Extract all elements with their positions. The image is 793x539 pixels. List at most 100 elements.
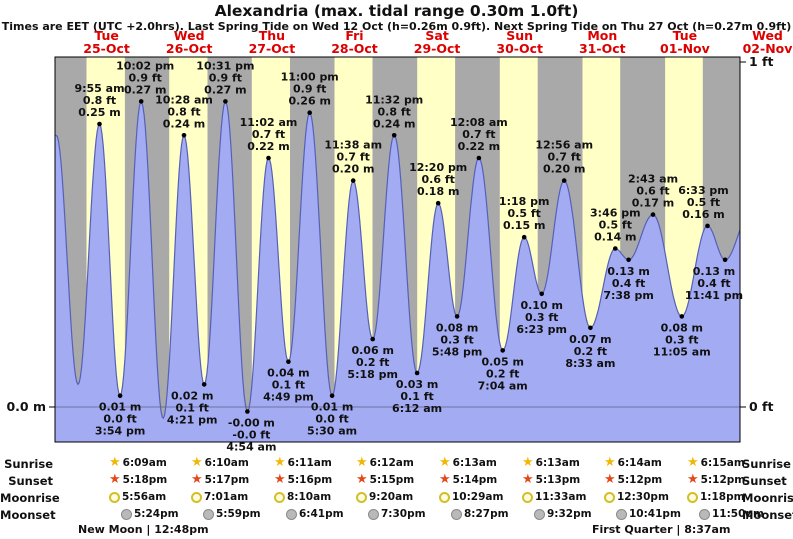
day-label: Tue 25-Oct [83,28,130,56]
sunrise-icon: ★ [439,455,451,470]
extreme-label: 0.10 m 0.3 ft 6:23 pm [516,299,567,336]
sunrise-time: 6:13am [535,457,580,469]
extreme-label: 11:38 am 0.7 ft 0.20 m [324,139,382,176]
extreme-label: 0.01 m 0.0 ft 3:54 pm [95,401,146,438]
moonset-icon [368,508,379,520]
moonset-cell: 8:27pm [451,508,509,520]
extreme-label: 0.05 m 0.2 ft 7:04 am [478,355,528,392]
extreme-marker [201,382,207,387]
moonrise-icon [274,491,285,503]
sunrise-icon: ★ [687,455,699,470]
moonrise-icon [687,491,698,503]
moonset-icon [616,508,627,520]
sunrise-icon: ★ [274,455,286,470]
extreme-label: 0.01 m 0.0 ft 5:30 am [307,401,357,438]
extreme-label: 9:55 am 0.8 ft 0.25 m [74,82,124,119]
extreme-marker [650,212,656,217]
extreme-marker [138,99,144,104]
day-label: Tue 01-Nov [660,28,710,56]
sunset-label-left: Sunset [8,474,53,488]
sunset-time: 5:18pm [122,474,168,486]
row-moonset: Moonset 5:24pm 5:59pm 6:41pm 7:30pm 8:27pm 9:… [0,507,793,523]
extreme-label: 11:32 pm 0.8 ft 0.24 m [365,93,423,130]
sunrise-cell: ★ 6:10am [191,455,249,470]
moonrise-cell: 11:33am [522,491,586,503]
sunrise-label-left: Sunrise [4,457,53,471]
sunset-time: 5:15pm [369,474,415,486]
sunset-time: 5:17pm [204,474,250,486]
sunrise-cell: ★ 6:12am [356,455,414,470]
sunset-cell: ★ 5:16pm [274,473,332,486]
moonrise-icon [604,491,615,503]
moonset-cell: 10:41pm [616,508,681,520]
moonset-cell: 5:59pm [203,508,261,520]
extreme-marker [500,348,506,353]
extreme-label: 11:00 pm 0.9 ft 0.26 m [281,71,339,108]
extreme-label: 0.06 m 0.2 ft 5:18 pm [347,344,398,381]
day-label: Mon 31-Oct [579,28,626,56]
extreme-marker [286,359,291,365]
sunrise-cell: ★ 6:13am [439,455,497,470]
moonset-time: 5:59pm [216,508,261,520]
sunset-time: 5:14pm [452,474,498,486]
sunset-time: 5:12pm [700,474,746,486]
sunset-time: 5:13pm [535,474,581,486]
moonrise-label-left: Moonrise [0,491,60,505]
day-label: Wed 02-Nov [743,28,793,56]
moonrise-cell: 8:10am [274,491,331,503]
extreme-marker [414,370,420,376]
extreme-marker [391,133,397,138]
tide-chart: 9:55 am 0.8 ft 0.25 m 0.01 m 0.0 ft 3:54 pm 10… [6,28,793,454]
extreme-marker [521,234,527,240]
extreme-label: 6:33 pm 0.5 ft 0.16 m [678,184,729,221]
day-label: Sat 29-Oct [414,28,461,56]
moonset-icon [203,508,214,520]
moonset-cell: 9:32pm [534,508,592,520]
extreme-label: 12:20 pm 0.6 ft 0.18 m [409,161,467,198]
extreme-label: 12:08 am 0.7 ft 0.22 m [450,116,508,153]
sunset-cell: ★ 5:15pm [356,473,415,486]
moonset-cell: 11:50pm [699,508,764,520]
extreme-marker [435,200,441,206]
moonset-icon [534,508,545,520]
tide-area [55,101,740,443]
sunrise-cell: ★ 6:15am [687,455,745,470]
moon-phase-right: First Quarter | 8:37am [592,523,731,536]
sunset-icon: ★ [109,472,121,487]
extreme-label: -0.00 m -0.0 ft 4:54 am [226,417,276,454]
moonset-icon [121,508,132,520]
sunrise-cell: ★ 6:13am [522,456,580,469]
moonrise-cell: 1:18pm [687,491,745,503]
extreme-marker [539,291,544,297]
axis-label-0ft: 0 ft [749,399,773,414]
sunrise-cell: ★ 6:09am [109,456,167,469]
extreme-label: 0.08 m 0.3 ft 11:05 am [653,321,711,358]
sunrise-label-right: Sunrise [742,457,791,471]
sunrise-time: 6:10am [204,457,249,469]
sunrise-icon: ★ [356,455,368,470]
sunset-cell: ★ 5:12pm [604,472,662,487]
plot-border [54,56,741,443]
sunset-cell: ★ 5:14pm [439,473,498,486]
extreme-label: 0.04 m 0.1 ft 4:49 pm [263,367,314,404]
extreme-marker [561,178,567,183]
sunset-icon: ★ [604,472,616,487]
moonrise-icon [356,491,367,503]
moonset-icon [451,508,462,520]
extreme-marker [679,314,685,319]
extreme-marker [476,155,482,161]
moonrise-time: 7:01am [204,491,249,503]
extreme-marker [307,110,313,115]
sunrise-cell: ★ 6:11am [274,455,332,470]
extreme-marker [613,246,618,251]
row-sunrise: Sunrise ★ 6:09am ★ 6:10am ★ 6:11am ★ 6:12am ★ 6:1… [0,456,793,472]
day-label: Fri 28-Oct [331,28,378,56]
moonset-cell: 5:24pm [121,508,179,520]
extreme-marker [223,99,228,104]
moonrise-time: 11:33am [535,491,587,503]
page-title: Alexandria (max. tidal range 0.30m 1.0ft… [214,2,579,20]
sunrise-time: 6:09am [122,457,167,469]
sunrise-icon: ★ [191,455,203,470]
moonrise-cell: 9:20am [356,491,413,503]
